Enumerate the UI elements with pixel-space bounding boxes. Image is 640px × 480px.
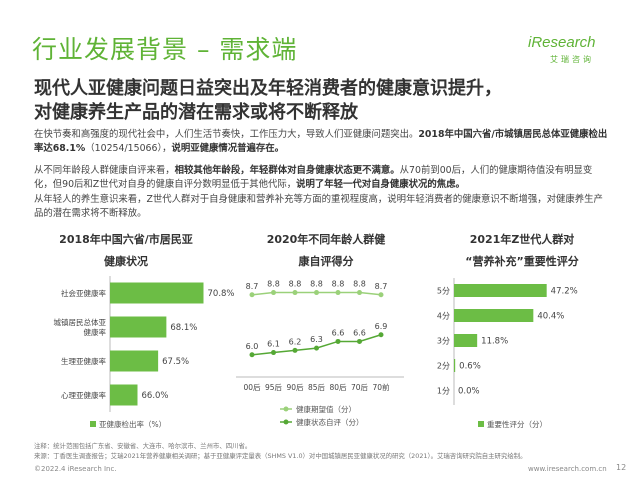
data-label: 6.9 <box>375 322 388 331</box>
website: www.iresearch.com.cn <box>528 465 607 473</box>
data-point <box>314 345 319 351</box>
data-point <box>292 290 298 296</box>
bar-value-label: 40.4% <box>537 312 564 322</box>
data-point <box>271 350 276 356</box>
headline-line-1: 现代人亚健康问题日益突出及年轻消费者的健康意识提升， <box>34 78 502 99</box>
category-label: 城镇居民总体亚 <box>54 317 107 327</box>
category-label: 5分 <box>437 287 450 296</box>
logo-subtext: 艾瑞咨询 <box>550 55 594 64</box>
data-label: 6.6 <box>353 328 366 337</box>
headline-line-2: 对健康养生产品的潜在需求或将不断释放 <box>34 102 358 123</box>
health-score-line-chart: 00后 95后 90后 85后 80后 70后 70前 8.7 8.8 8.8 8.8 8.8 8.8 8… <box>236 280 404 427</box>
data-point <box>378 332 384 338</box>
data-label: 6.6 <box>332 328 345 337</box>
footer-note: 注释：统计范围包括广东省、安徽省、大连市、哈尔滨市、兰州市、四川省。 来源：丁香… <box>34 442 527 460</box>
chart-2-title: 2020年不同年龄人群健 康自评得分 <box>266 233 386 268</box>
legend-label: 健康期望值（分） <box>296 404 356 414</box>
data-label: 8.7 <box>246 282 259 291</box>
logo-text: iResearch <box>528 34 596 51</box>
category-label: 社会亚健康率 <box>61 288 106 298</box>
category-label: 心理亚健康率 <box>61 390 106 400</box>
bar-3 <box>454 334 478 347</box>
data-label: 6.2 <box>289 337 302 346</box>
category-label: 2分 <box>437 362 450 371</box>
bar-2 <box>110 316 167 338</box>
data-point <box>357 290 362 296</box>
legend-swatch <box>90 421 96 427</box>
page-number: 12 <box>616 463 627 472</box>
data-point <box>335 290 341 296</box>
bar-value-label: 68.1% <box>170 323 197 333</box>
nutrition-importance-bar-chart: 47.2% 5分 40.4% 4分 11.8% 3分 0.6% 2分 0.0% 1分重要性评分（分… <box>437 278 578 429</box>
legend-label: 亚健康检出率（%） <box>99 419 166 429</box>
data-label: 8.8 <box>267 280 280 289</box>
bar-1 <box>110 282 204 304</box>
chart-3-title: 2021年Z世代人群对 “营养补充”重要性评分 <box>465 233 579 268</box>
paragraph-2: 从不同年龄段人群健康自评来看，相较其他年龄段，年轻群体对自身健康状态更不满意。从… <box>34 165 593 191</box>
data-label: 8.7 <box>375 282 388 291</box>
data-point <box>357 338 362 344</box>
paragraph-3: 从年轻人的养生意识来看，Z世代人群对于自身健康和营养补充等方面的重视程度高，说明… <box>34 194 603 220</box>
data-label: 6.3 <box>310 335 323 344</box>
bar-value-label: 67.5% <box>162 357 189 367</box>
category-label: 健康率 <box>84 327 107 337</box>
legend-label: 健康状态自评（分） <box>296 417 364 427</box>
bar-value-label: 66.0% <box>142 391 169 401</box>
data-label: 6.0 <box>246 342 259 351</box>
paragraph-1: 在快节奏和高强度的现代社会中，人们生活节奏快，工作压力大，导致人们亚健康问题突出… <box>34 129 608 155</box>
x-tick-label: 00后 <box>243 382 261 392</box>
legend-swatch <box>478 421 484 427</box>
bar-value-label: 0.6% <box>459 362 481 372</box>
x-tick-label: 85后 <box>308 382 326 392</box>
data-point <box>249 292 255 298</box>
data-point <box>292 347 298 353</box>
data-point <box>335 338 341 344</box>
bar-value-label: 47.2% <box>551 287 578 297</box>
x-tick-label: 95后 <box>265 382 283 392</box>
chart-1-title: 2018年中国六省/市居民亚 健康状况 <box>59 233 193 268</box>
x-tick-label: 90后 <box>286 382 304 392</box>
data-label: 8.8 <box>289 280 302 289</box>
x-tick-label: 70后 <box>351 382 369 392</box>
x-tick-label: 70前 <box>372 382 390 392</box>
legend-marker <box>283 406 289 412</box>
data-point <box>271 290 276 296</box>
data-label: 6.1 <box>267 340 280 349</box>
bar-2 <box>454 309 534 322</box>
data-label: 8.8 <box>353 280 366 289</box>
legend-marker <box>283 419 289 425</box>
x-tick-label: 80后 <box>329 382 347 392</box>
bar-4 <box>110 384 138 406</box>
page-title: 行业发展背景 – 需求端 <box>32 35 298 64</box>
iresearch-logo: iResearch 艾瑞咨询 <box>528 34 612 68</box>
data-point <box>249 352 255 358</box>
data-label: 8.8 <box>332 280 345 289</box>
bar-value-label: 11.8% <box>481 337 508 347</box>
category-label: 1分 <box>437 387 450 396</box>
bar-1 <box>454 284 547 297</box>
bar-value-label: 70.8% <box>208 289 235 299</box>
bar-4 <box>454 359 456 372</box>
data-label: 8.8 <box>310 280 323 289</box>
copyright: ©2022.4 iResearch Inc. <box>34 465 117 473</box>
bar-value-label: 0.0% <box>458 387 480 397</box>
data-point <box>378 292 384 298</box>
legend-label: 重要性评分（分） <box>487 419 547 429</box>
category-label: 4分 <box>437 312 450 321</box>
bar-3 <box>110 350 159 372</box>
category-label: 生理亚健康率 <box>61 356 106 366</box>
category-label: 3分 <box>437 337 450 346</box>
data-point <box>314 290 319 296</box>
